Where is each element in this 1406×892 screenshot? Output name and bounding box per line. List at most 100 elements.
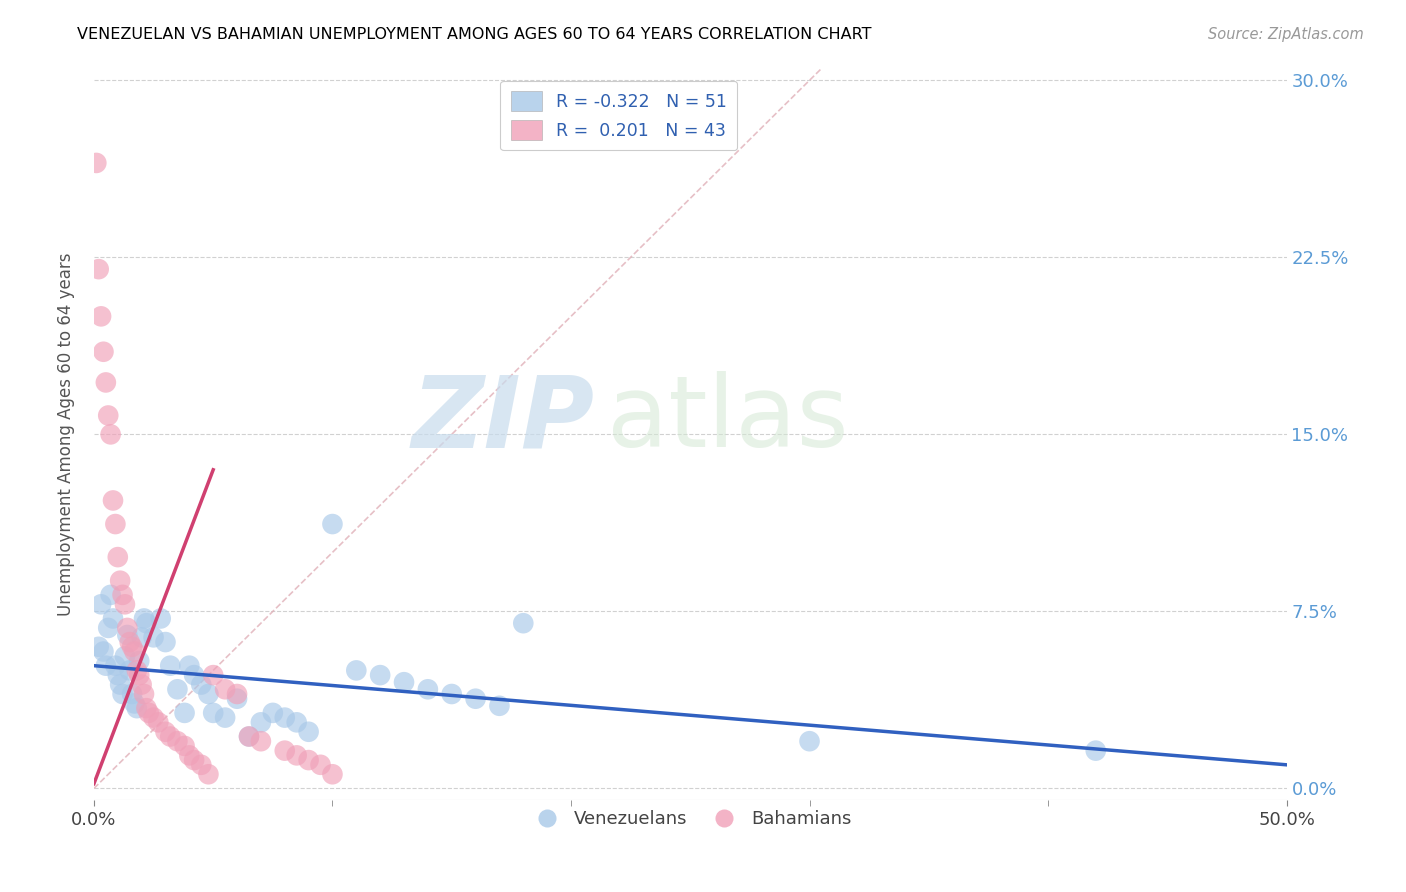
Point — [464, 691, 486, 706]
Point — [309, 757, 332, 772]
Point — [1084, 744, 1107, 758]
Point — [214, 682, 236, 697]
Point — [297, 724, 319, 739]
Point — [135, 616, 157, 631]
Point — [107, 550, 129, 565]
Point — [104, 658, 127, 673]
Text: VENEZUELAN VS BAHAMIAN UNEMPLOYMENT AMONG AGES 60 TO 64 YEARS CORRELATION CHART: VENEZUELAN VS BAHAMIAN UNEMPLOYMENT AMON… — [77, 27, 872, 42]
Point — [274, 744, 297, 758]
Point — [285, 715, 308, 730]
Point — [159, 658, 181, 673]
Point — [94, 658, 117, 673]
Text: atlas: atlas — [607, 371, 848, 468]
Point — [173, 739, 195, 753]
Point — [173, 706, 195, 720]
Point — [197, 687, 219, 701]
Text: Source: ZipAtlas.com: Source: ZipAtlas.com — [1208, 27, 1364, 42]
Point — [87, 640, 110, 654]
Point — [97, 621, 120, 635]
Point — [100, 588, 122, 602]
Point — [512, 616, 534, 631]
Point — [197, 767, 219, 781]
Point — [183, 668, 205, 682]
Point — [90, 310, 112, 324]
Point — [90, 597, 112, 611]
Point — [416, 682, 439, 697]
Point — [107, 668, 129, 682]
Point — [274, 710, 297, 724]
Point — [179, 748, 201, 763]
Point — [117, 621, 139, 635]
Point — [101, 611, 124, 625]
Point — [285, 748, 308, 763]
Point — [87, 262, 110, 277]
Point — [238, 730, 260, 744]
Point — [104, 517, 127, 532]
Point — [118, 664, 141, 678]
Point — [114, 649, 136, 664]
Point — [128, 668, 150, 682]
Point — [117, 628, 139, 642]
Point — [132, 687, 155, 701]
Point — [111, 588, 134, 602]
Legend: Venezuelans, Bahamians: Venezuelans, Bahamians — [522, 803, 859, 835]
Point — [108, 574, 131, 588]
Point — [108, 677, 131, 691]
Point — [101, 493, 124, 508]
Point — [124, 644, 146, 658]
Point — [190, 677, 212, 691]
Point — [148, 715, 170, 730]
Point — [135, 701, 157, 715]
Point — [155, 635, 177, 649]
Point — [202, 668, 225, 682]
Point — [149, 611, 172, 625]
Point — [202, 706, 225, 720]
Point — [262, 706, 284, 720]
Point — [111, 687, 134, 701]
Y-axis label: Unemployment Among Ages 60 to 64 years: Unemployment Among Ages 60 to 64 years — [58, 252, 75, 616]
Point — [118, 635, 141, 649]
Point — [100, 427, 122, 442]
Point — [124, 697, 146, 711]
Point — [440, 687, 463, 701]
Point — [166, 734, 188, 748]
Point — [155, 724, 177, 739]
Point — [238, 730, 260, 744]
Point — [321, 767, 343, 781]
Point — [86, 156, 108, 170]
Point — [179, 658, 201, 673]
Point — [250, 715, 273, 730]
Point — [125, 701, 148, 715]
Point — [131, 677, 153, 691]
Point — [799, 734, 821, 748]
Point — [183, 753, 205, 767]
Point — [142, 710, 165, 724]
Point — [166, 682, 188, 697]
Point — [128, 654, 150, 668]
Point — [297, 753, 319, 767]
Point — [131, 631, 153, 645]
Point — [159, 730, 181, 744]
Point — [132, 611, 155, 625]
Point — [121, 687, 143, 701]
Point — [488, 698, 510, 713]
Point — [142, 631, 165, 645]
Point — [93, 644, 115, 658]
Point — [392, 675, 415, 690]
Point — [321, 517, 343, 532]
Point — [94, 376, 117, 390]
Point — [368, 668, 391, 682]
Point — [250, 734, 273, 748]
Text: ZIP: ZIP — [412, 371, 595, 468]
Point — [125, 664, 148, 678]
Point — [344, 664, 367, 678]
Point — [121, 640, 143, 654]
Point — [226, 687, 249, 701]
Point — [97, 409, 120, 423]
Point — [93, 344, 115, 359]
Point — [114, 597, 136, 611]
Point — [226, 691, 249, 706]
Point — [190, 757, 212, 772]
Point — [138, 706, 160, 720]
Point — [214, 710, 236, 724]
